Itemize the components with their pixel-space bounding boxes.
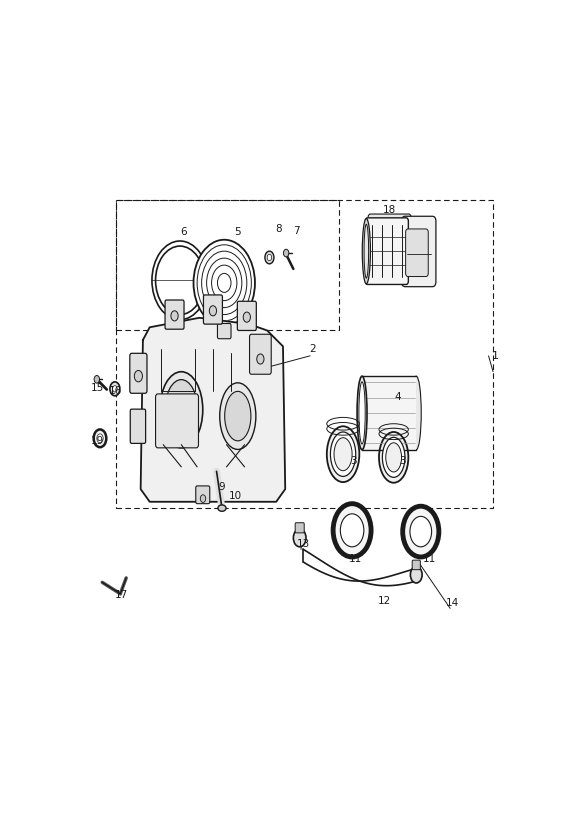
Text: 14: 14 [446, 598, 459, 608]
Ellipse shape [362, 218, 370, 283]
Circle shape [97, 434, 103, 442]
Circle shape [156, 246, 205, 315]
FancyBboxPatch shape [402, 216, 436, 287]
Circle shape [113, 386, 117, 392]
Circle shape [110, 382, 120, 396]
Circle shape [410, 517, 431, 547]
FancyBboxPatch shape [217, 324, 231, 339]
Text: 1: 1 [492, 351, 499, 361]
Circle shape [403, 506, 439, 557]
Ellipse shape [160, 372, 203, 448]
Text: 18: 18 [382, 205, 396, 215]
Circle shape [340, 514, 364, 547]
FancyBboxPatch shape [156, 394, 198, 448]
Text: 4: 4 [395, 392, 402, 402]
Ellipse shape [331, 432, 356, 476]
Circle shape [257, 354, 264, 364]
Text: 12: 12 [378, 597, 391, 606]
Circle shape [152, 241, 208, 320]
Bar [116, 200, 493, 508]
Circle shape [212, 265, 237, 301]
Ellipse shape [364, 224, 368, 279]
Text: 11: 11 [423, 554, 437, 564]
Polygon shape [141, 318, 285, 502]
Ellipse shape [359, 382, 365, 444]
FancyBboxPatch shape [203, 295, 223, 324]
Circle shape [134, 371, 142, 382]
Ellipse shape [218, 505, 226, 511]
Ellipse shape [220, 383, 256, 449]
FancyBboxPatch shape [412, 560, 420, 569]
Text: 3: 3 [350, 456, 356, 466]
Text: 10: 10 [229, 491, 242, 501]
Circle shape [333, 503, 371, 557]
Text: 9: 9 [219, 482, 225, 492]
Circle shape [410, 566, 422, 583]
Text: 17: 17 [115, 590, 128, 600]
Text: 16: 16 [109, 386, 122, 396]
Text: 13: 13 [297, 539, 310, 550]
Ellipse shape [327, 426, 359, 482]
Text: 3: 3 [399, 456, 406, 466]
Text: 6: 6 [180, 227, 187, 237]
Circle shape [283, 249, 289, 257]
Bar [362, 376, 416, 450]
Text: 8: 8 [275, 224, 282, 234]
FancyBboxPatch shape [250, 335, 271, 374]
Text: 7: 7 [293, 226, 300, 236]
Circle shape [94, 376, 100, 383]
Text: 19: 19 [91, 437, 104, 447]
FancyBboxPatch shape [237, 302, 257, 330]
Ellipse shape [379, 432, 408, 483]
Circle shape [201, 494, 206, 503]
Circle shape [202, 251, 247, 315]
FancyBboxPatch shape [368, 214, 411, 281]
Text: 2: 2 [309, 344, 315, 354]
Circle shape [194, 240, 255, 326]
FancyBboxPatch shape [196, 486, 210, 503]
FancyBboxPatch shape [130, 410, 146, 443]
Circle shape [209, 306, 216, 316]
Circle shape [217, 274, 231, 293]
Ellipse shape [334, 438, 352, 471]
Ellipse shape [224, 391, 251, 441]
Circle shape [265, 251, 274, 264]
Circle shape [267, 255, 272, 260]
Circle shape [293, 529, 306, 547]
Ellipse shape [411, 376, 422, 450]
FancyBboxPatch shape [165, 300, 184, 330]
Bar [116, 200, 339, 330]
Text: 15: 15 [91, 382, 104, 392]
Circle shape [94, 429, 106, 447]
Circle shape [171, 311, 178, 321]
Ellipse shape [382, 438, 405, 477]
FancyBboxPatch shape [130, 353, 147, 393]
Circle shape [243, 312, 251, 322]
Ellipse shape [357, 376, 367, 450]
Text: 11: 11 [349, 554, 362, 564]
Ellipse shape [386, 442, 402, 472]
FancyBboxPatch shape [295, 522, 304, 533]
FancyBboxPatch shape [406, 229, 429, 277]
Ellipse shape [165, 380, 198, 440]
Text: 5: 5 [234, 227, 241, 237]
FancyBboxPatch shape [366, 218, 408, 284]
Circle shape [206, 258, 242, 307]
Circle shape [197, 245, 251, 321]
